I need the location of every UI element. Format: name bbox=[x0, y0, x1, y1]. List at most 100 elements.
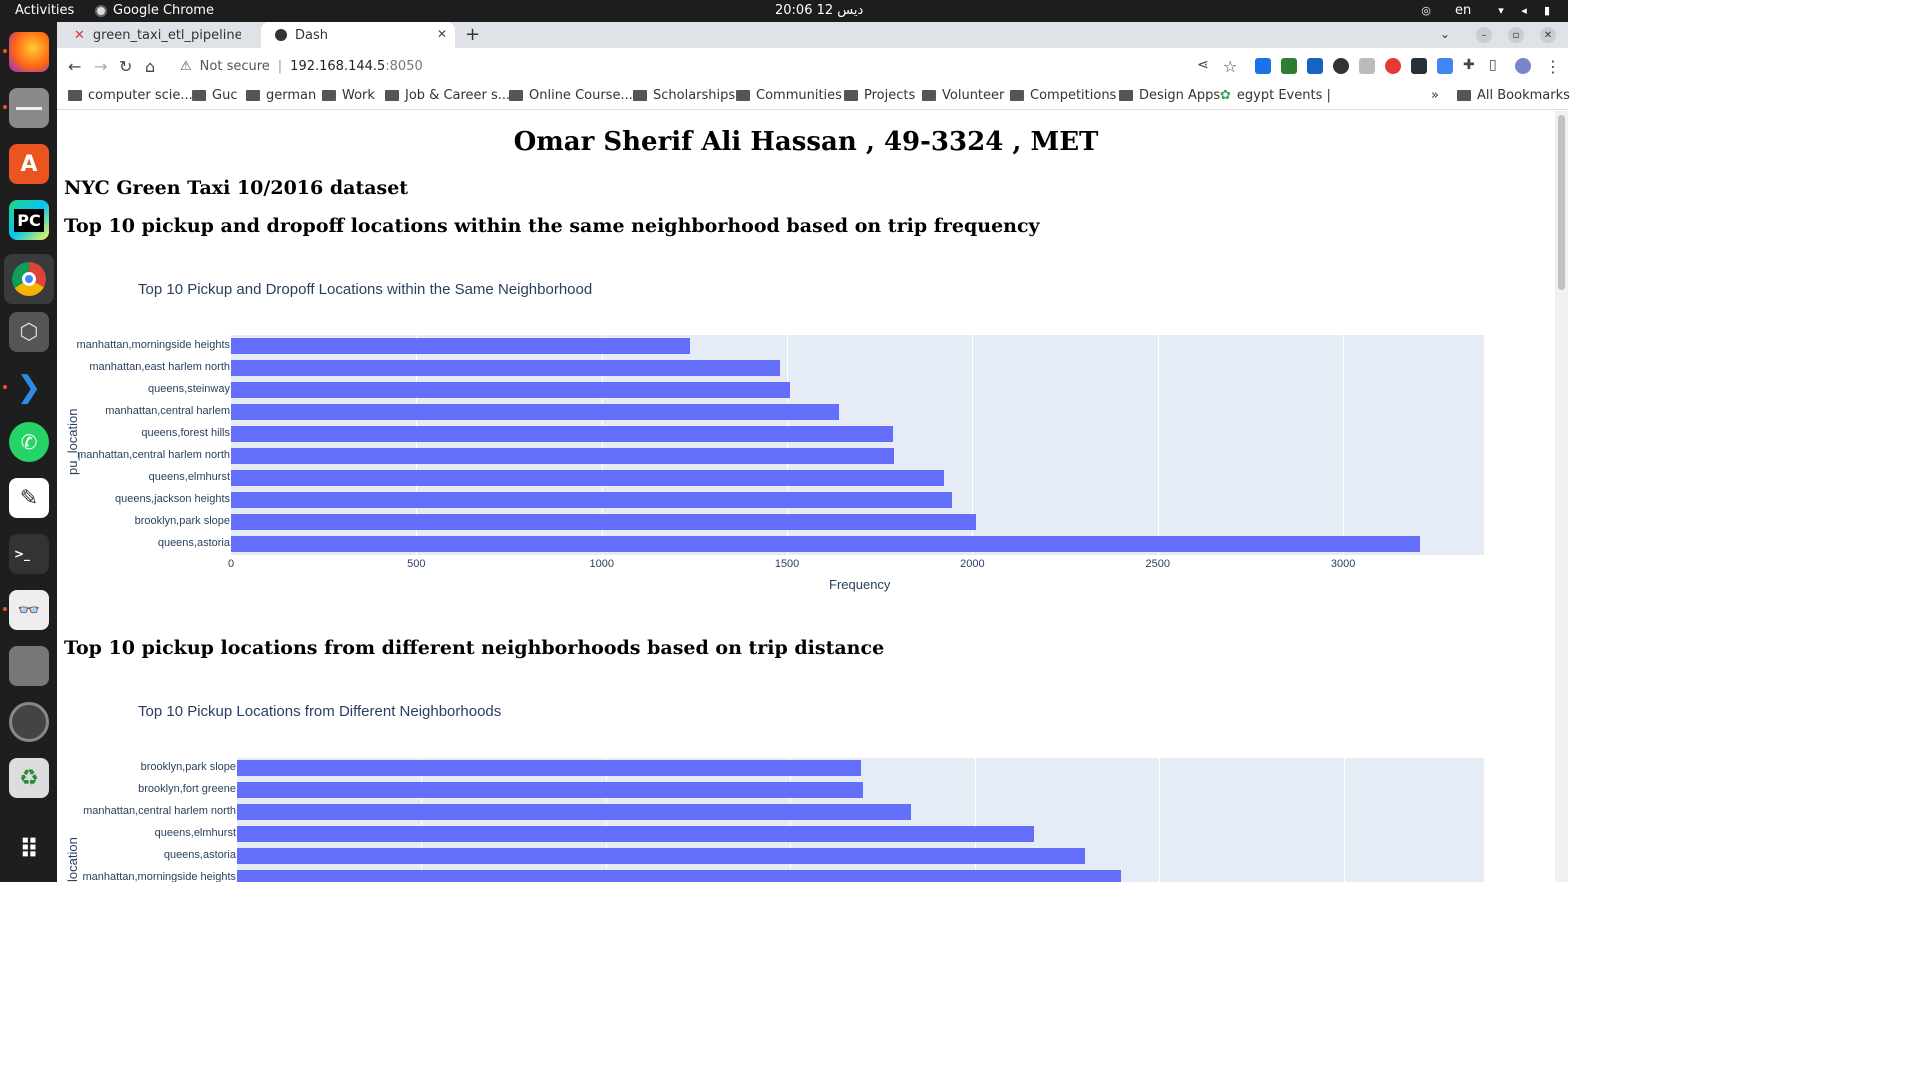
bar[interactable] bbox=[231, 492, 953, 508]
disk-usage-icon[interactable] bbox=[9, 702, 49, 742]
extension-icon[interactable] bbox=[1385, 58, 1401, 74]
forward-icon[interactable]: → bbox=[94, 57, 108, 76]
dock: A PC ⬡ ❯ ✆ ✎ >_ 👓 ♻ ⠿ bbox=[0, 22, 57, 882]
extension-icon[interactable] bbox=[1411, 58, 1427, 74]
minimize-icon[interactable]: – bbox=[1476, 27, 1492, 43]
running-indicator bbox=[3, 607, 7, 611]
bar[interactable] bbox=[231, 426, 894, 442]
url-port[interactable]: :8050 bbox=[385, 58, 423, 74]
share-icon[interactable]: ⋖ bbox=[1197, 57, 1209, 73]
clock[interactable]: 20:06 12 دیس bbox=[775, 3, 864, 18]
extension-icon[interactable] bbox=[1255, 58, 1271, 74]
home-icon[interactable]: ⌂ bbox=[145, 57, 156, 76]
bar[interactable] bbox=[231, 448, 894, 464]
firefox-icon[interactable] bbox=[9, 32, 49, 72]
bookmark-folder[interactable]: Online Course... bbox=[509, 88, 633, 103]
bookmark-folder[interactable]: Volunteer bbox=[922, 88, 1004, 103]
activities-button[interactable]: Activities bbox=[15, 3, 75, 18]
bar[interactable] bbox=[237, 804, 912, 820]
chart-same-neighborhood[interactable]: Top 10 Pickup and Dropoff Locations with… bbox=[57, 271, 1555, 601]
bookmark-folder[interactable]: german bbox=[246, 88, 316, 103]
plot-area[interactable] bbox=[231, 335, 1484, 555]
bar[interactable] bbox=[237, 760, 861, 776]
extension-icon[interactable] bbox=[1359, 58, 1375, 74]
menu-icon[interactable]: ⋮ bbox=[1545, 57, 1561, 76]
address-bar[interactable]: ⚠ Not secure | 192.168.144.5:8050 bbox=[180, 58, 423, 74]
gridline bbox=[421, 758, 423, 882]
profile-avatar[interactable] bbox=[1515, 58, 1531, 74]
pycharm-icon[interactable]: PC bbox=[9, 200, 49, 240]
show-apps-icon[interactable]: ⠿ bbox=[18, 835, 40, 865]
bookmark-folder[interactable]: Work bbox=[322, 88, 375, 103]
bar[interactable] bbox=[237, 782, 864, 798]
side-panel-icon[interactable]: ▯ bbox=[1489, 57, 1497, 73]
input-language[interactable]: en bbox=[1455, 3, 1472, 18]
x-tick-label: 1500 bbox=[774, 558, 800, 570]
bar[interactable] bbox=[231, 382, 791, 398]
bookmark-folder[interactable]: computer scie... bbox=[68, 88, 193, 103]
extension-icon[interactable] bbox=[1333, 58, 1349, 74]
volume-icon[interactable]: ◂ bbox=[1521, 3, 1527, 17]
bookmark-folder[interactable]: Communities bbox=[736, 88, 842, 103]
tab-search-icon[interactable]: ⌄ bbox=[1440, 27, 1451, 41]
bar[interactable] bbox=[237, 826, 1034, 842]
bar[interactable] bbox=[231, 514, 977, 530]
bookmark-folder[interactable]: Design Apps bbox=[1119, 88, 1220, 103]
document-viewer-icon[interactable]: 👓 bbox=[9, 590, 49, 630]
scrollbar-thumb[interactable] bbox=[1558, 115, 1565, 290]
bookmark-folder[interactable]: Projects bbox=[844, 88, 915, 103]
unity-icon[interactable]: ⬡ bbox=[9, 312, 49, 352]
tab-dash[interactable]: Dash ✕ bbox=[261, 22, 455, 48]
all-bookmarks-button[interactable]: All Bookmarks bbox=[1457, 88, 1570, 103]
bar[interactable] bbox=[231, 536, 1421, 552]
close-window-icon[interactable]: ✕ bbox=[1540, 27, 1556, 43]
terminal-icon[interactable]: >_ bbox=[9, 534, 49, 574]
bookmark-star-icon[interactable]: ☆ bbox=[1223, 57, 1238, 76]
bar[interactable] bbox=[231, 470, 944, 486]
bookmark-folder[interactable]: Scholarships bbox=[633, 88, 735, 103]
bar[interactable] bbox=[237, 848, 1085, 864]
new-tab-icon[interactable]: + bbox=[465, 24, 481, 45]
plot-area[interactable] bbox=[237, 758, 1484, 882]
url-host[interactable]: 192.168.144.5 bbox=[290, 58, 386, 74]
update-icon[interactable]: ◎ bbox=[1421, 3, 1431, 17]
security-label[interactable]: Not secure bbox=[199, 58, 270, 74]
bookmark-folder[interactable]: Job & Career s... bbox=[385, 88, 510, 103]
wifi-icon[interactable]: ▾ bbox=[1498, 3, 1504, 17]
y-tick-label: queens,astoria bbox=[163, 849, 236, 861]
bookmark-folder[interactable]: Competitions bbox=[1010, 88, 1116, 103]
translate-icon[interactable] bbox=[1437, 58, 1453, 74]
maximize-icon[interactable]: ▫ bbox=[1508, 27, 1524, 43]
files-icon[interactable] bbox=[9, 88, 49, 128]
reload-icon[interactable]: ↻ bbox=[119, 57, 133, 76]
warning-icon[interactable]: ⚠ bbox=[180, 58, 192, 74]
vscode-icon[interactable]: ❯ bbox=[16, 369, 42, 405]
extension-icon[interactable] bbox=[1281, 58, 1297, 74]
folder-icon bbox=[509, 90, 523, 101]
text-editor-icon[interactable]: ✎ bbox=[9, 478, 49, 518]
bar[interactable] bbox=[231, 404, 839, 420]
chart-different-neighborhoods[interactable]: Top 10 Pickup Locations from Different N… bbox=[57, 694, 1555, 882]
dataset-heading: NYC Green Taxi 10/2016 dataset bbox=[64, 177, 409, 199]
vertical-scrollbar[interactable] bbox=[1555, 111, 1568, 882]
software-center-icon[interactable]: A bbox=[9, 144, 49, 184]
bar[interactable] bbox=[237, 870, 1122, 882]
bar[interactable] bbox=[231, 338, 690, 354]
bookmark-folder[interactable]: Guc bbox=[192, 88, 237, 103]
y-tick-label: manhattan,morningside heights bbox=[82, 871, 236, 882]
tab-green-taxi[interactable]: ✕ green_taxi_etl_pipeline - bbox=[60, 22, 260, 48]
disks-icon[interactable] bbox=[9, 646, 49, 686]
back-icon[interactable]: ← bbox=[68, 57, 82, 76]
active-app-indicator[interactable]: Google Chrome bbox=[95, 3, 214, 18]
bookmark-link[interactable]: ✿ egypt Events | bbox=[1220, 88, 1331, 103]
close-tab-icon[interactable]: ✕ bbox=[436, 27, 447, 41]
whatsapp-icon[interactable]: ✆ bbox=[9, 422, 49, 462]
more-bookmarks-button[interactable]: » bbox=[1431, 88, 1439, 103]
chrome-dock-icon[interactable] bbox=[4, 254, 54, 304]
y-tick-label: queens,forest hills bbox=[141, 427, 230, 439]
extension-icon[interactable] bbox=[1307, 58, 1323, 74]
trash-icon[interactable]: ♻ bbox=[9, 758, 49, 798]
bar[interactable] bbox=[231, 360, 780, 376]
extensions-puzzle-icon[interactable]: ✚ bbox=[1463, 57, 1475, 73]
battery-icon[interactable]: ▮ bbox=[1543, 3, 1551, 17]
